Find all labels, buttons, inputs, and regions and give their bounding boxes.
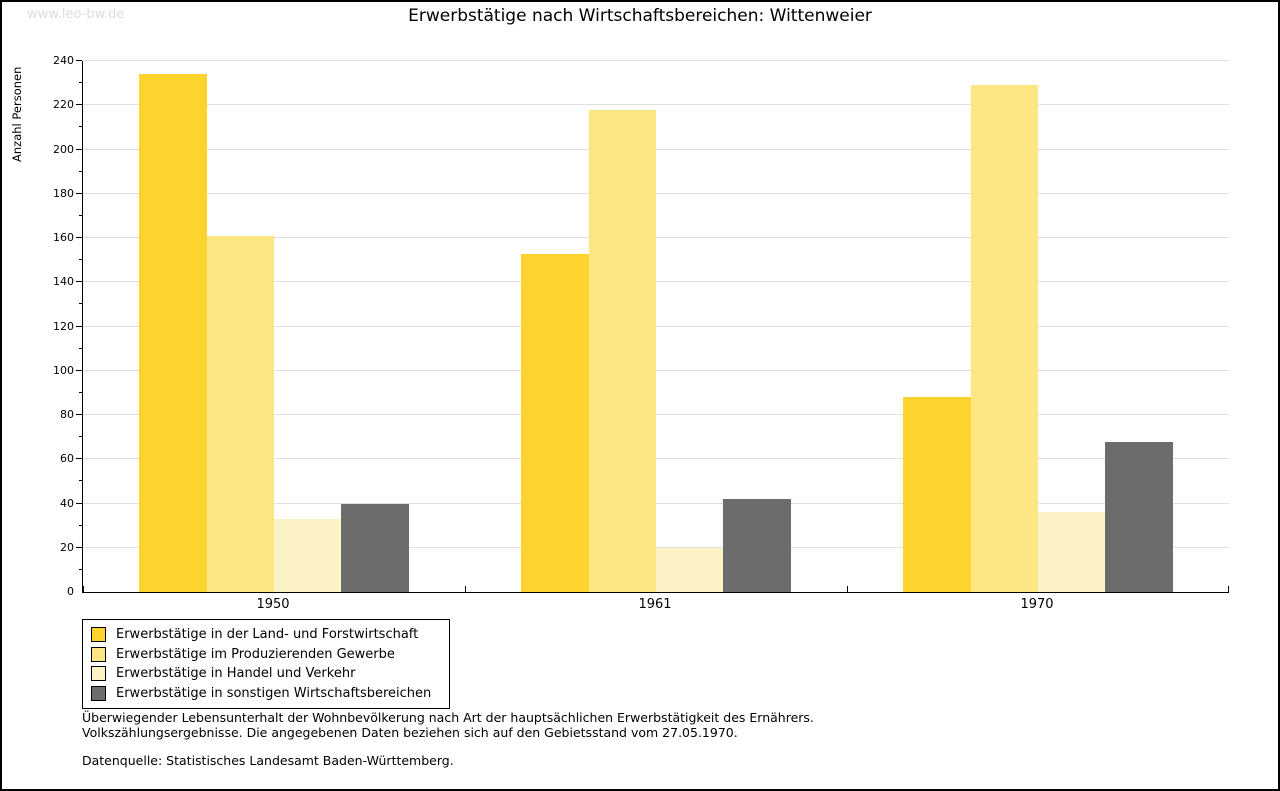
legend-swatch-icon — [91, 646, 106, 662]
y-minor-tick-170 — [79, 214, 82, 216]
gridline-180 — [83, 192, 1229, 194]
gridline-160 — [83, 237, 1229, 238]
legend-label: Erwerbstätige in der Land- und Forstwirt… — [116, 627, 419, 643]
legend-item-3: Erwerbstätige in Handel und Verkehr — [91, 664, 441, 684]
plot-area — [76, 60, 1229, 593]
gridline-80 — [83, 414, 1229, 415]
y-major-tick-80 — [76, 414, 82, 415]
legend-item-1: Erwerbstätige in der Land- und Forstwirt… — [91, 625, 441, 645]
y-minor-tick-30 — [79, 524, 82, 526]
gridline-40 — [83, 502, 1229, 504]
gridline-100 — [83, 369, 1229, 371]
y-minor-tick-90 — [79, 391, 82, 393]
chart-title: Erwerbstätige nach Wirtschaftsbereichen:… — [408, 6, 872, 26]
legend-item-4: Erwerbstätige in sonstigen Wirtschaftsbe… — [91, 684, 441, 704]
watermark: www.leo-bw.de — [27, 7, 125, 22]
gridline-220 — [83, 104, 1229, 106]
x-category-label-1970: 1970 — [1020, 597, 1054, 612]
legend: Erwerbstätige in der Land- und Forstwirt… — [82, 619, 450, 709]
y-tick-label-240: 240 — [53, 54, 74, 67]
x-category-label-1961: 1961 — [638, 597, 672, 612]
bar-1970-series-2 — [970, 85, 1038, 592]
bar-1970-series-1 — [903, 397, 971, 592]
y-major-tick-60 — [76, 458, 82, 460]
gridline-20 — [83, 546, 1229, 548]
bar-1950-series-4 — [341, 503, 409, 592]
legend-label: Erwerbstätige in sonstigen Wirtschaftsbe… — [116, 685, 432, 701]
y-tick-label-180: 180 — [53, 186, 74, 200]
y-tick-label-220: 220 — [53, 98, 74, 112]
bar-1950-series-2 — [206, 235, 274, 592]
y-tick-label-60: 60 — [60, 452, 74, 466]
y-minor-tick-210 — [79, 126, 82, 128]
gridline-140 — [83, 281, 1229, 283]
legend-item-2: Erwerbstätige im Produzierenden Gewerbe — [91, 645, 441, 665]
gridline-120 — [83, 325, 1229, 327]
x-tick-3 — [1228, 586, 1229, 592]
x-category-label-1950: 1950 — [256, 597, 290, 612]
y-tick-label-40: 40 — [60, 496, 74, 510]
x-tick-1 — [465, 586, 466, 592]
legend-swatch-icon — [91, 666, 106, 682]
y-minor-tick-150 — [79, 259, 82, 261]
y-tick-label-20: 20 — [60, 540, 74, 554]
y-minor-tick-130 — [79, 303, 82, 305]
footer-note: Überwiegender Lebensunterhalt der Wohnbe… — [82, 710, 814, 740]
footer-note-line2: Volkszählungsergebnisse. Die angegebenen… — [82, 725, 738, 740]
legend-swatch-icon — [91, 627, 106, 643]
y-tick-label-100: 100 — [53, 363, 74, 377]
y-axis-title: Anzahl Personen — [10, 66, 24, 162]
bar-1950-series-3 — [274, 519, 342, 592]
legend-swatch-icon — [91, 685, 106, 701]
y-major-tick-200 — [76, 148, 82, 150]
y-major-tick-100 — [76, 369, 82, 371]
gridline-200 — [83, 148, 1229, 150]
legend-label: Erwerbstätige im Produzierenden Gewerbe — [116, 646, 395, 662]
bar-1961-series-3 — [656, 547, 724, 592]
footer-source: Datenquelle: Statistisches Landesamt Bad… — [82, 753, 454, 768]
gridline-240 — [83, 60, 1229, 61]
y-tick-label-80: 80 — [60, 408, 74, 421]
y-minor-tick-110 — [79, 347, 82, 349]
bar-1961-series-2 — [588, 109, 656, 592]
y-minor-tick-10 — [79, 568, 82, 570]
x-tick-2 — [847, 586, 848, 592]
x-tick-0 — [83, 586, 84, 592]
bar-1961-series-1 — [521, 253, 589, 592]
y-major-tick-240 — [76, 60, 82, 61]
gridline-60 — [83, 458, 1229, 460]
bar-1970-series-4 — [1105, 441, 1173, 592]
y-tick-label-160: 160 — [53, 231, 74, 244]
y-major-tick-140 — [76, 281, 82, 283]
footer-note-line1: Überwiegender Lebensunterhalt der Wohnbe… — [82, 710, 814, 725]
y-tick-label-0: 0 — [67, 585, 74, 598]
y-major-tick-120 — [76, 325, 82, 327]
bar-1970-series-3 — [1038, 512, 1106, 592]
y-minor-tick-50 — [79, 480, 82, 482]
y-major-tick-160 — [76, 237, 82, 238]
y-tick-label-200: 200 — [53, 142, 74, 156]
y-minor-tick-190 — [79, 170, 82, 172]
y-major-tick-180 — [76, 192, 82, 194]
y-minor-tick-230 — [79, 82, 82, 84]
bar-1950-series-1 — [139, 74, 207, 592]
bar-1961-series-4 — [723, 499, 791, 592]
y-major-tick-220 — [76, 104, 82, 106]
y-tick-label-140: 140 — [53, 275, 74, 289]
y-tick-label-120: 120 — [53, 319, 74, 333]
y-major-tick-40 — [76, 502, 82, 504]
legend-label: Erwerbstätige in Handel und Verkehr — [116, 666, 356, 682]
y-minor-tick-70 — [79, 436, 82, 438]
y-major-tick-20 — [76, 546, 82, 548]
